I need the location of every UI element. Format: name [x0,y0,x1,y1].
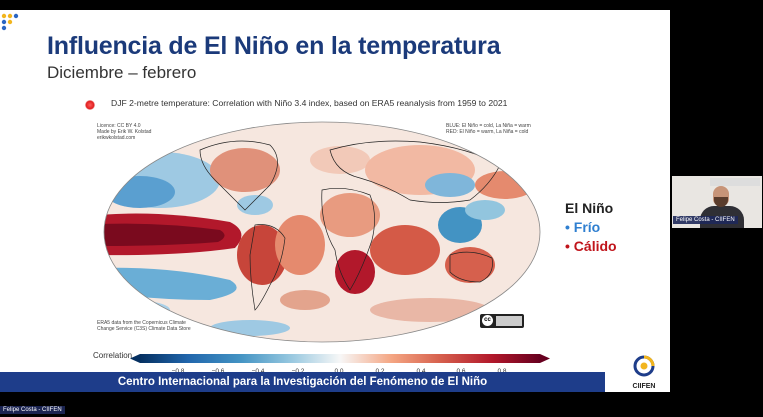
credit-line: ERA5 data from the Copernicus Climate [97,320,186,326]
colorbar-tick: 0.8 [497,368,506,375]
legend-cold-label: Frío [573,219,601,235]
legend-line: BLUE: El Niño = cold, La Niña = warm [446,123,531,129]
colorbar-tick: 0.6 [456,368,465,375]
colorbar-tick: −0.8 [172,368,185,375]
legend-title: El Niño [565,200,614,216]
bullet-icon: • [565,238,570,254]
presenter-name-tag: Felipe Costa - CIIFEN [673,216,738,224]
slide-footer: Centro Internacional para la Investigaci… [0,372,605,392]
presenter-beard [714,197,728,207]
cc-license-badge: cc [480,314,524,328]
colorbar-label: Correlation [93,351,133,360]
colorbar-tick: 0.2 [375,368,384,375]
license-line: Licence: CC BY 4.0 [97,123,141,129]
map-title: DJF 2-metre temperature: Correlation wit… [111,98,508,108]
background-board [710,178,760,186]
slide-subtitle: Diciembre – febrero [47,63,197,82]
presentation-slide: Influencia de El Niño en la temperatura … [0,10,670,392]
laser-pointer-dot [85,100,95,110]
license-line: Made by Erik W. Kolstad [97,129,152,135]
bottom-name-tag: Felipe Costa - CIIFEN [0,406,65,414]
ciifen-logo: CIIFEN [628,355,660,390]
slide-title: Influencia de El Niño en la temperatura [47,32,501,60]
correlation-world-map [103,121,550,363]
logo-dots-icon [1,13,19,31]
cc-by-icon [496,316,522,326]
cc-icon: cc [482,315,493,326]
colorbar-tick: −0.6 [212,368,225,375]
legend-line: RED: El Niño = warm, La Niña = cold [446,129,529,135]
colorbar-tick: 0.0 [334,368,343,375]
legend-warm: • Cálido [565,238,617,254]
presenter-video-tile[interactable]: Felipe Costa - CIIFEN [672,176,762,228]
ciifen-logo-label: CIIFEN [632,383,656,390]
colorbar-tick: −0.2 [292,368,305,375]
el-nino-legend: El Niño • Frío • Cálido [565,200,617,254]
data-credit: ERA5 data from the Copernicus Climate Ch… [97,320,191,332]
map-color-legend-text: BLUE: El Niño = cold, La Niña = warm RED… [446,123,531,135]
colorbar-tick: −0.4 [252,368,265,375]
bullet-icon: • [565,219,570,235]
license-line: erikwkolstad.com [97,135,136,141]
ciifen-logo-icon [633,355,655,377]
legend-warm-label: Cálido [573,238,617,254]
legend-cold: • Frío [565,219,617,235]
map-license: Licence: CC BY 4.0 Made by Erik W. Kolst… [97,123,151,141]
colorbar-tick: 0.4 [416,368,425,375]
credit-line: Change Service (C3S) Climate Data Store [97,326,191,332]
